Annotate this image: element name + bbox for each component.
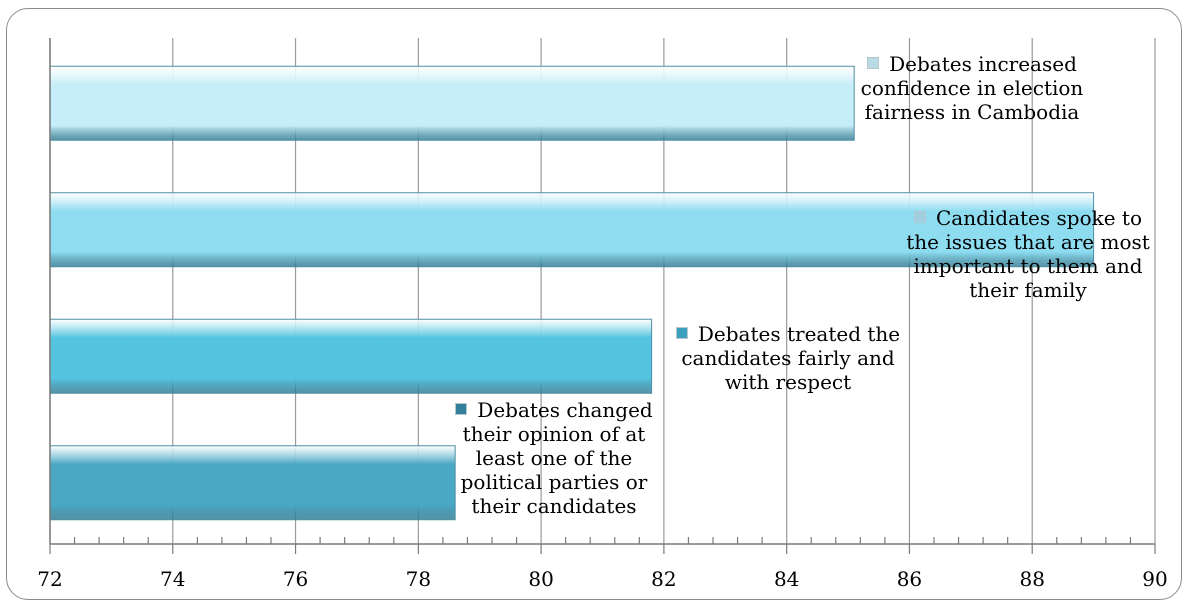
x-tick-label: 86 (897, 567, 922, 591)
x-tick-label: 80 (528, 567, 553, 591)
legend-marker-icon (913, 211, 926, 223)
data-label-3: Debates treated the candidates fairly an… (670, 322, 906, 394)
axis-layer: 72 74 76 78 80 82 84 86 88 90 (37, 38, 1168, 591)
x-tick-label: 78 (406, 567, 431, 591)
x-tick-label: 88 (1019, 567, 1044, 591)
data-label-text: Debates changed their opinion of at leas… (460, 398, 653, 518)
data-label-1: Debates increased confidence in election… (856, 52, 1088, 124)
data-label-2: Candidates spoke to the issues that are … (900, 206, 1156, 302)
data-label-text: Debates increased confidence in election… (860, 52, 1084, 124)
data-label-text: Candidates spoke to the issues that are … (906, 206, 1150, 302)
bar-1 (49, 65, 855, 141)
data-label-4: Debates changed their opinion of at leas… (436, 398, 672, 518)
x-tick-label: 90 (1142, 567, 1167, 591)
bar-2 (49, 192, 1095, 268)
bar-3 (49, 318, 653, 394)
bar-layer (49, 65, 1095, 521)
legend-marker-icon (455, 403, 468, 415)
legend-marker-icon (675, 327, 688, 339)
x-tick-label: 84 (774, 567, 799, 591)
x-tick-label: 82 (651, 567, 676, 591)
legend-marker-icon (867, 57, 880, 69)
x-tick-label: 74 (160, 567, 185, 591)
bar-4 (49, 445, 456, 521)
x-tick-label: 76 (283, 567, 308, 591)
data-label-text: Debates treated the candidates fairly an… (681, 322, 901, 394)
x-tick-label: 72 (37, 567, 62, 591)
